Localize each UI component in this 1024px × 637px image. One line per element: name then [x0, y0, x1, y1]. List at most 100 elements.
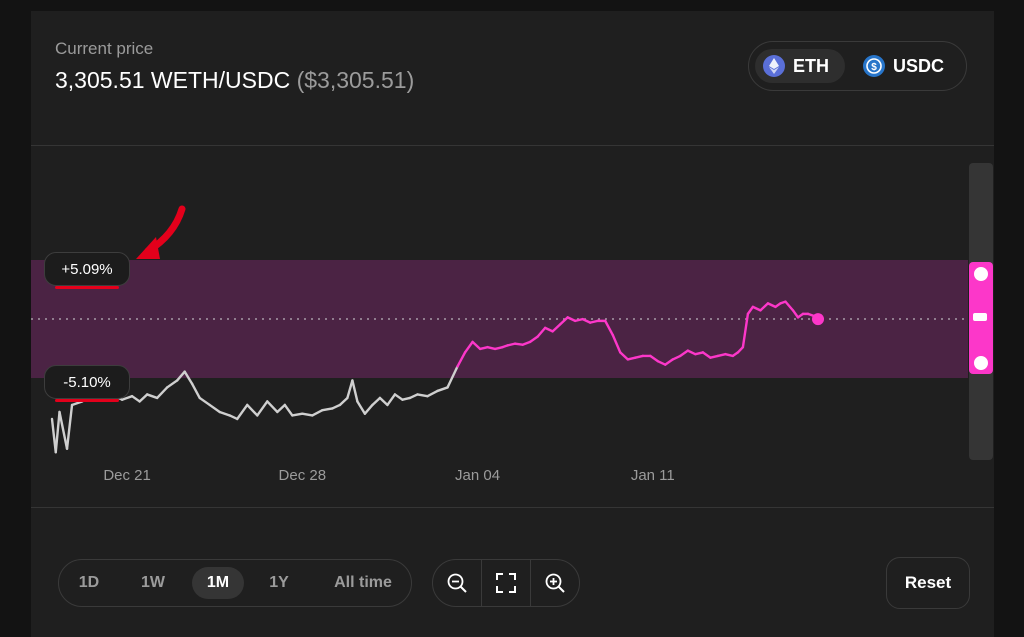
- price-line-segment: [236, 403, 249, 421]
- lower-range-underline: [55, 399, 119, 402]
- price-line-segment: [331, 403, 342, 410]
- timeframe-1y[interactable]: 1Y: [269, 574, 289, 591]
- upper-range-knob[interactable]: [972, 265, 990, 283]
- price-line-segment: [446, 365, 459, 389]
- price-line-segment: [513, 342, 524, 346]
- zoom-out-icon: [447, 573, 467, 593]
- price-line-segment: [543, 326, 554, 333]
- price-line-segment: [619, 351, 629, 361]
- price-series: [50, 300, 824, 454]
- price-line-segment: [408, 393, 419, 400]
- zoom-controls: [432, 559, 580, 607]
- price-line-segment: [486, 345, 497, 351]
- price-line-segment: [208, 403, 221, 414]
- price-line-segment: [65, 403, 74, 450]
- range-grip-icon[interactable]: [973, 313, 987, 321]
- price-line-segment: [478, 345, 489, 351]
- price-line-segment: [145, 393, 159, 400]
- price-line-segment: [536, 326, 547, 338]
- eth-icon: [763, 55, 785, 77]
- price-line-segment: [746, 305, 755, 316]
- price-label: Current price: [55, 39, 154, 58]
- zoom-divider: [530, 560, 531, 606]
- upper-range-underline: [55, 286, 119, 289]
- svg-text:$: $: [871, 62, 877, 73]
- price-value: 3,305.51 WETH/USDC: [55, 67, 291, 93]
- price-line-segment: [175, 370, 186, 382]
- price-line-segment: [416, 393, 429, 398]
- price-line-segment: [741, 312, 750, 349]
- x-tick-label: Jan 04: [455, 467, 500, 484]
- price-line-segment: [386, 393, 397, 407]
- price-line-segment: [321, 407, 334, 412]
- price-line-segment: [679, 349, 690, 358]
- price-line-segment: [784, 300, 795, 312]
- price-line-segment: [671, 354, 682, 361]
- price-line-segment: [766, 302, 777, 309]
- fullscreen-icon: [496, 573, 516, 593]
- price-line-segment: [656, 359, 667, 366]
- price-line-segment: [190, 382, 201, 400]
- price-line-segment: [256, 400, 269, 417]
- price-line-segment: [301, 412, 314, 417]
- price-line-segment: [228, 414, 239, 421]
- price-line-segment: [58, 410, 69, 450]
- upper-range-text: +5.09%: [61, 260, 113, 278]
- price-line-segment: [351, 379, 359, 403]
- token-usdc-button[interactable]: $ USDC: [855, 49, 962, 83]
- price-line-segment: [626, 356, 637, 361]
- price-line-segment: [393, 393, 404, 401]
- current-price: 3,305.51 WETH/USDC ($3,305.51): [55, 67, 414, 94]
- price-line-segment: [759, 302, 770, 312]
- usdc-icon: $: [863, 55, 885, 77]
- price-line-segment: [401, 396, 412, 401]
- token-eth-button[interactable]: ETH: [755, 49, 845, 83]
- lower-range-knob[interactable]: [972, 354, 990, 372]
- price-line-segment: [266, 400, 279, 414]
- price-line-segment: [436, 386, 449, 393]
- price-line-segment: [573, 317, 584, 323]
- price-line-segment: [634, 354, 644, 359]
- upper-range-label: +5.09%: [44, 252, 130, 289]
- x-axis-ticks: Dec 21 Dec 28 Jan 04 Jan 11: [103, 467, 674, 484]
- x-tick-label: Dec 21: [103, 467, 151, 484]
- price-line-segment: [456, 351, 467, 368]
- price-line-segment: [155, 386, 169, 400]
- price-line-segment: [198, 396, 211, 407]
- timeframe-1m[interactable]: 1M: [192, 567, 244, 599]
- price-line-segment: [471, 340, 482, 351]
- price-range-band: [31, 260, 968, 378]
- fullscreen-button[interactable]: [482, 560, 530, 606]
- x-tick-label: Jan 11: [631, 467, 675, 484]
- lower-range-label: -5.10%: [44, 365, 130, 402]
- price-line-segment: [664, 358, 675, 366]
- divider-top: [31, 145, 994, 146]
- price-line-segment: [463, 340, 474, 354]
- price-usd: ($3,305.51): [296, 67, 415, 93]
- price-line-segment: [371, 396, 382, 407]
- token-usdc-label: USDC: [893, 55, 945, 76]
- timeframe-all-time[interactable]: All time: [334, 574, 392, 591]
- token-eth-label: ETH: [793, 55, 829, 76]
- price-line-segment: [694, 351, 705, 356]
- zoom-in-button[interactable]: [531, 560, 579, 606]
- price-line-segment: [138, 393, 149, 403]
- timeframe-1w[interactable]: 1W: [141, 574, 165, 591]
- price-line-segment: [70, 400, 84, 407]
- price-line-segment: [589, 319, 599, 324]
- price-line-segment: [791, 309, 800, 319]
- price-line-segment: [506, 342, 517, 347]
- timeframe-selector: 1D 1W 1M 1Y All time: [58, 559, 412, 607]
- price-line-segment: [736, 345, 745, 354]
- price-line-segment: [551, 323, 562, 333]
- reset-button[interactable]: Reset: [886, 557, 970, 609]
- price-line-segment: [611, 333, 622, 354]
- timeframe-1d[interactable]: 1D: [78, 574, 100, 591]
- zoom-out-button[interactable]: [433, 560, 481, 606]
- price-line-segment: [356, 400, 367, 415]
- lower-range-text: -5.10%: [63, 373, 111, 391]
- price-line-segment: [338, 396, 349, 407]
- price-line-segment: [558, 316, 569, 326]
- price-line-segment: [283, 403, 294, 417]
